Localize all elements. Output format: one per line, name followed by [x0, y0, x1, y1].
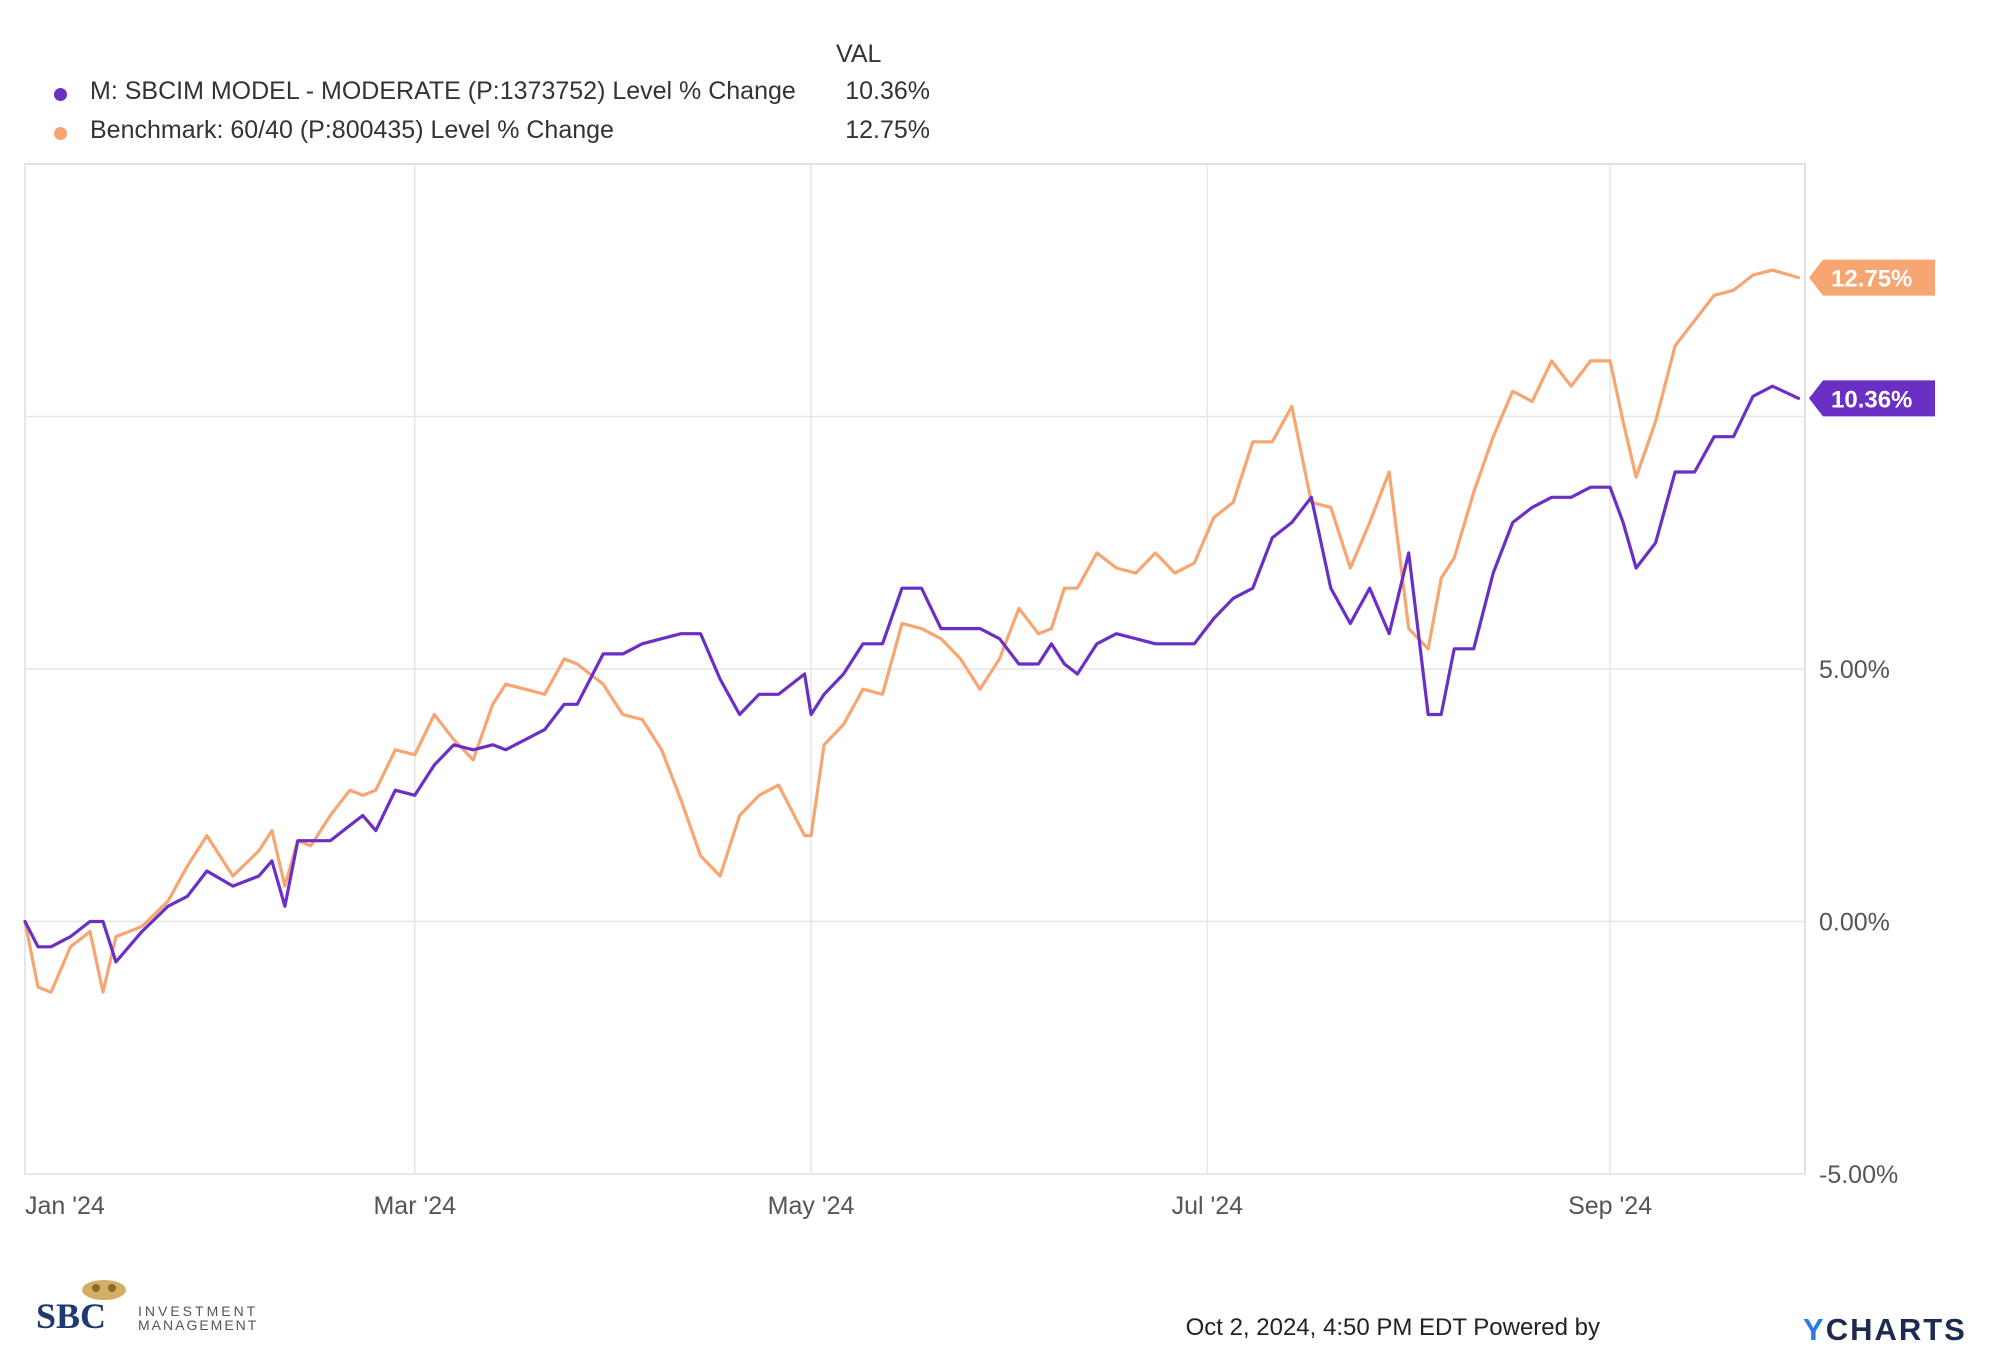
sbc-investment-management-logo: SBC INVESTMENT MANAGEMENT [36, 1280, 258, 1336]
legend-entry-value: 12.75% [845, 116, 930, 144]
x-tick-label: Mar '24 [373, 1192, 456, 1220]
logo-letters: SBC [36, 1296, 106, 1336]
end-label-flag [1809, 259, 1935, 296]
logo-line2: MANAGEMENT [138, 1317, 258, 1333]
x-tick-label: Jan '24 [25, 1192, 105, 1220]
gridlines [24, 164, 1805, 1175]
legend-entry-value: 10.36% [845, 77, 930, 105]
logo-line1: INVESTMENT [138, 1303, 258, 1319]
series-dot-icon [54, 88, 67, 101]
series-dot-icon [54, 127, 67, 140]
ycharts-wordmark: CHARTS [1825, 1312, 1967, 1347]
x-tick-label: Sep '24 [1568, 1192, 1652, 1220]
end-label-value: 12.75% [1831, 266, 1912, 293]
owl-emblem-icon [82, 1280, 126, 1300]
legend-entry-benchmark[interactable]: Benchmark: 60/40 (P:800435) Level % Chan… [50, 115, 930, 151]
legend-entry-name: Benchmark: 60/40 (P:800435) Level % Chan… [90, 116, 614, 144]
end-labels: 10.36% 12.75% [1809, 259, 1935, 417]
ycharts-logo[interactable]: YCHARTS [1803, 1312, 1967, 1348]
end-label-value: 10.36% [1831, 386, 1912, 413]
ycharts-y-icon: Y [1803, 1312, 1826, 1347]
series-lines [23, 268, 1801, 994]
end-label-flag [1809, 380, 1935, 417]
legend-entry-name: M: SBCIM MODEL - MODERATE (P:1373752) Le… [90, 77, 796, 105]
series-line-benchmark[interactable] [23, 268, 1801, 994]
y-tick-label: 0.00% [1819, 909, 1890, 937]
legend-value-header: VAL [836, 40, 882, 68]
y-tick-label: 5.00% [1819, 656, 1890, 684]
y-tick-label: -5.00% [1819, 1161, 1898, 1189]
x-tick-label: Jul '24 [1172, 1192, 1244, 1220]
axis-labels: -5.00% 0.00% 5.00% Jan '24 Mar '24 May '24 Jul… [25, 656, 1898, 1220]
series-line-model[interactable] [23, 384, 1801, 964]
legend-entry-model[interactable]: M: SBCIM MODEL - MODERATE (P:1373752) Le… [50, 76, 930, 112]
footer-timestamp: Oct 2, 2024, 4:50 PM EDT Powered by [1185, 1314, 1600, 1341]
x-tick-label: May '24 [768, 1192, 855, 1220]
